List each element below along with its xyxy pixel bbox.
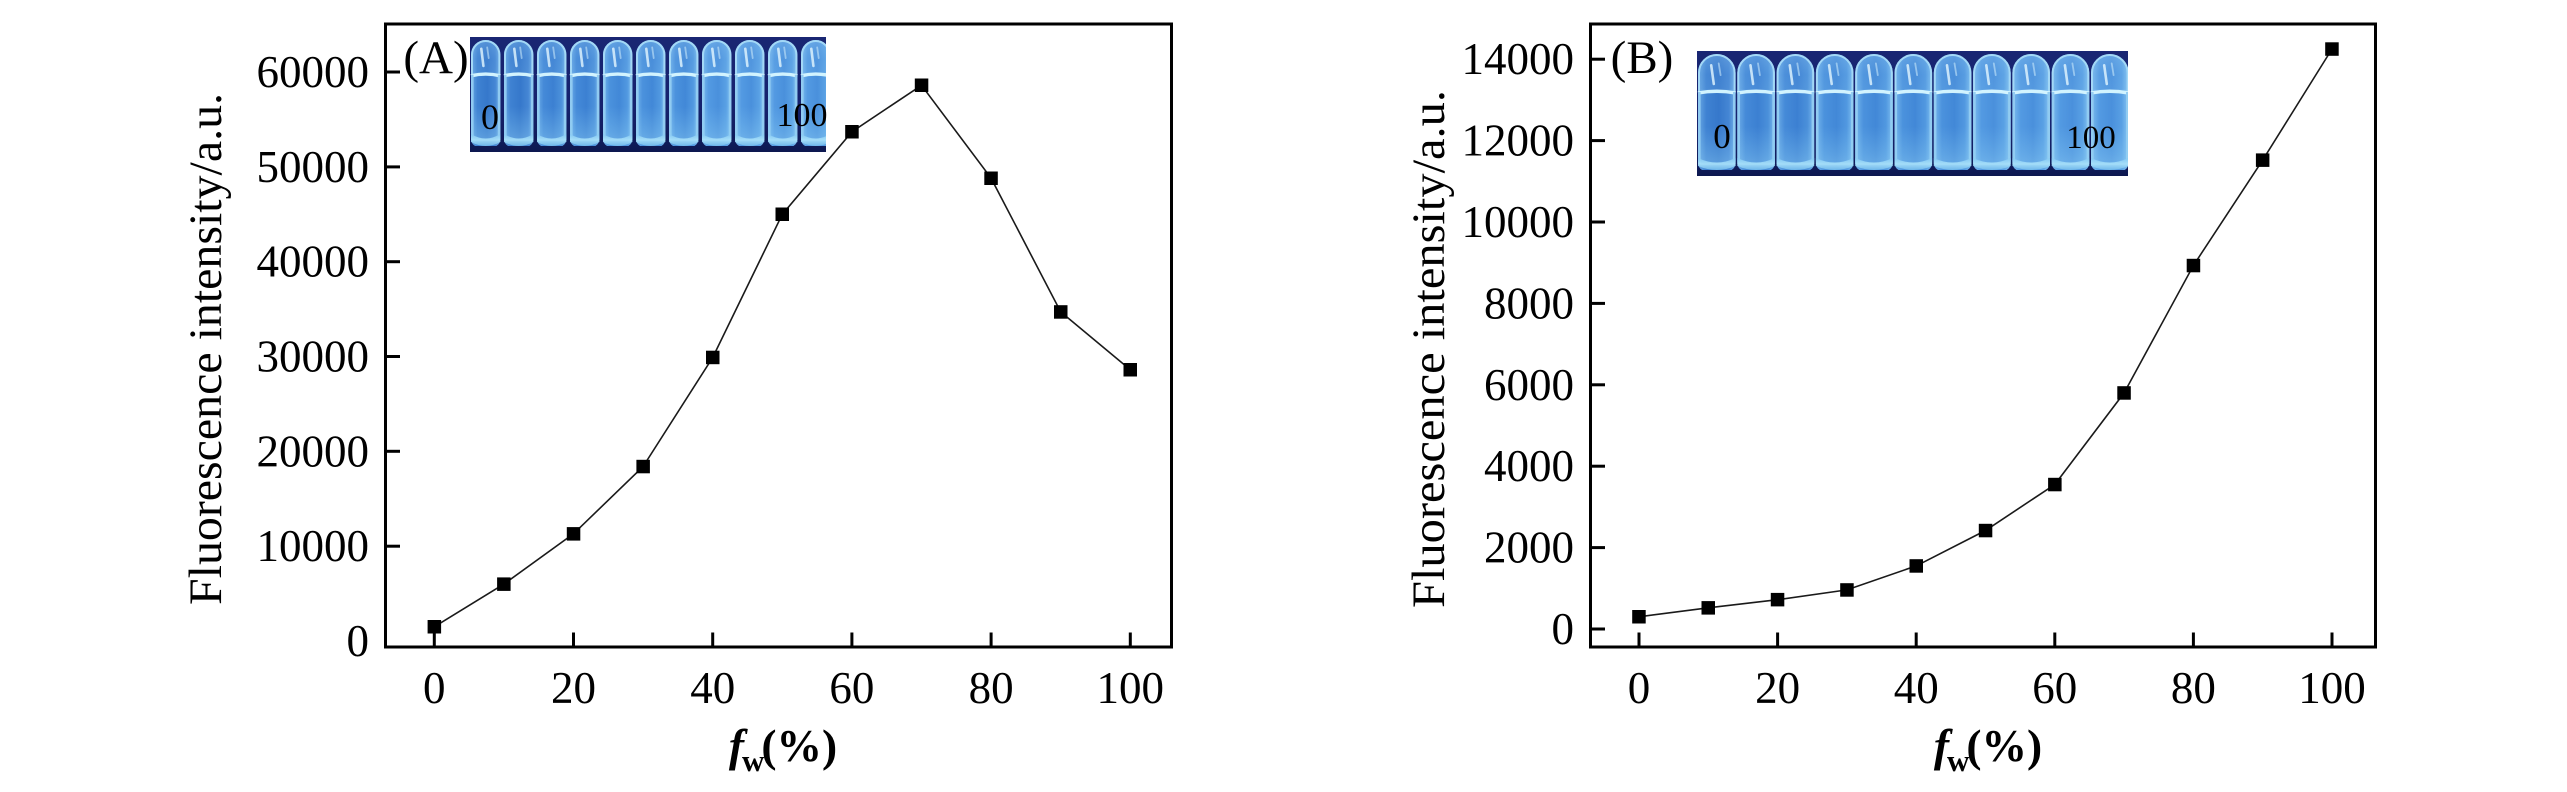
svg-text:(B): (B) [1611, 32, 1674, 84]
svg-text:100: 100 [2298, 663, 2366, 713]
svg-text:10000: 10000 [1462, 197, 1575, 247]
svg-text:Fluorescence intensity/a.u.: Fluorescence intensity/a.u. [180, 93, 232, 605]
svg-text:(A): (A) [403, 32, 468, 84]
svg-text:2000: 2000 [1484, 523, 1574, 573]
svg-text:14000: 14000 [1462, 34, 1575, 84]
svg-text:6000: 6000 [1484, 360, 1574, 410]
svg-text:100: 100 [1097, 663, 1165, 713]
svg-text:0: 0 [481, 97, 499, 137]
svg-text:0: 0 [1552, 604, 1575, 654]
svg-text:60: 60 [829, 663, 874, 713]
svg-text:20: 20 [1755, 663, 1800, 713]
svg-text:20: 20 [551, 663, 596, 713]
svg-text:0: 0 [423, 663, 446, 713]
svg-text:100: 100 [777, 97, 828, 134]
svg-text:8000: 8000 [1484, 278, 1574, 328]
svg-text:12000: 12000 [1462, 116, 1575, 166]
svg-text:30000: 30000 [257, 332, 370, 382]
svg-text:50000: 50000 [257, 142, 370, 192]
svg-text:20000: 20000 [257, 426, 370, 476]
svg-text:0: 0 [1628, 663, 1651, 713]
svg-text:0: 0 [1713, 117, 1731, 156]
svg-text:80: 80 [2171, 663, 2216, 713]
svg-text:60: 60 [2032, 663, 2077, 713]
svg-text:100: 100 [2066, 120, 2116, 156]
svg-text:fw(%): fw(%) [729, 720, 837, 778]
svg-text:10000: 10000 [257, 521, 370, 571]
svg-text:40: 40 [1894, 663, 1939, 713]
svg-text:0: 0 [347, 616, 370, 666]
svg-text:Fluorescence intensity/a.u.: Fluorescence intensity/a.u. [1403, 90, 1455, 608]
svg-text:fw(%): fw(%) [1934, 720, 2042, 778]
svg-text:40: 40 [690, 663, 735, 713]
svg-text:4000: 4000 [1484, 441, 1574, 491]
svg-text:80: 80 [969, 663, 1014, 713]
svg-text:60000: 60000 [257, 47, 370, 97]
svg-text:40000: 40000 [257, 237, 370, 287]
